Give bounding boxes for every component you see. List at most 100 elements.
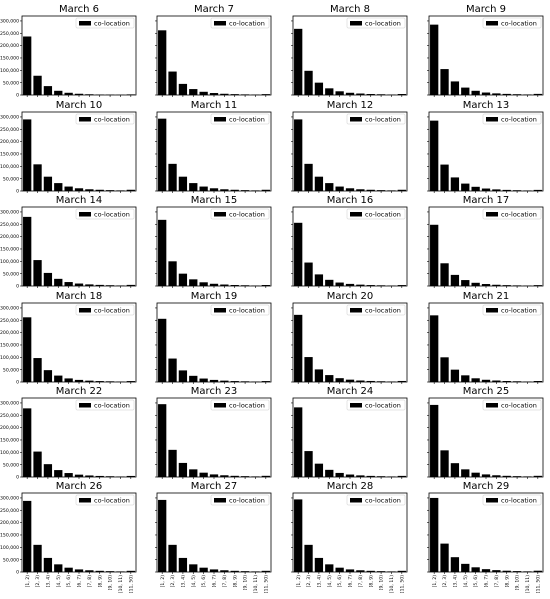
legend-swatch: [214, 498, 226, 503]
legend: co-location: [482, 208, 542, 220]
bar: [168, 163, 177, 191]
bar: [116, 190, 125, 191]
panel-title: March 11: [191, 100, 237, 111]
bar: [325, 88, 334, 95]
bar: [502, 189, 511, 191]
bar: [512, 476, 522, 477]
bar: [43, 464, 53, 477]
bar: [199, 282, 208, 286]
legend-label: co-location: [94, 306, 130, 314]
bar: [189, 375, 198, 382]
x-tick-label: [4, 5): [191, 575, 197, 588]
panel-title: March 26: [56, 481, 102, 492]
bar: [189, 564, 198, 572]
y-tick-label: 200,000: [0, 139, 19, 145]
panel-title: March 12: [327, 100, 373, 111]
bar: [481, 188, 491, 191]
panel-title: March 7: [194, 4, 234, 15]
y-tick-label: 300,000: [0, 19, 19, 25]
bar: [461, 183, 470, 191]
bar: [168, 358, 177, 382]
legend-swatch: [79, 117, 91, 122]
bar: [85, 570, 94, 572]
bar: [209, 569, 219, 572]
y-tick-label: 100,000: [0, 68, 19, 74]
bar: [220, 284, 229, 286]
legend-label: co-location: [365, 496, 401, 504]
legend-swatch: [79, 21, 91, 26]
bar: [43, 272, 53, 286]
bar: [533, 285, 542, 286]
bar: [512, 190, 522, 191]
panel-title: March 16: [327, 195, 373, 206]
legend-label: co-location: [501, 306, 537, 314]
bar: [481, 569, 491, 572]
bar: [397, 475, 406, 477]
y-tick-label: 50,000: [3, 176, 19, 182]
bar: [178, 462, 188, 477]
bar: [74, 283, 84, 286]
bar: [261, 285, 270, 286]
bar: [54, 278, 63, 286]
bar: [240, 94, 250, 95]
bar: [158, 404, 167, 477]
x-tick-label: [3, 4): [46, 575, 52, 588]
x-tick-label: [10, 11): [118, 575, 124, 593]
bar: [189, 279, 198, 286]
bar: [387, 476, 396, 477]
legend-label: co-location: [229, 306, 265, 314]
y-tick-label: 300,000: [0, 306, 19, 312]
bar: [74, 569, 84, 572]
bar: [178, 83, 188, 95]
bar: [356, 284, 365, 286]
legend: co-location: [482, 113, 542, 125]
bar: [450, 369, 460, 382]
bar: [397, 380, 406, 382]
bar: [387, 571, 396, 572]
legend: co-location: [75, 208, 135, 220]
panel-march-6: March 6 0 50,000 100,000 150,000 200,000 250,0…: [0, 4, 137, 99]
bar: [126, 189, 135, 191]
panel-march-22: March 22 0 50,000 100,000 150,000 200,000 250,…: [0, 386, 137, 481]
x-tick-label: [4, 5): [327, 575, 333, 588]
bar: [492, 380, 501, 382]
legend-label: co-location: [229, 401, 265, 409]
bar: [450, 463, 460, 477]
bar: [261, 475, 270, 477]
legend-label: co-location: [94, 115, 130, 123]
bar: [387, 190, 396, 191]
bar: [209, 283, 219, 286]
bar: [178, 370, 188, 382]
bar: [158, 318, 167, 382]
bar: [450, 81, 460, 95]
bar: [23, 408, 32, 477]
bar: [430, 120, 439, 191]
panel-march-25: March 25 co-location: [427, 386, 544, 479]
bar: [345, 379, 355, 382]
panel-title: March 15: [191, 195, 237, 206]
legend-label: co-location: [501, 19, 537, 27]
bar: [199, 378, 208, 382]
legend-label: co-location: [501, 496, 537, 504]
bar: [168, 71, 177, 95]
x-tick-label: [1, 2): [296, 575, 302, 588]
x-tick-label: [2, 3): [306, 575, 312, 588]
bar: [240, 381, 250, 382]
bar: [440, 263, 449, 286]
legend: co-location: [210, 17, 270, 29]
legend-label: co-location: [229, 496, 265, 504]
bar: [314, 463, 324, 477]
bar: [23, 216, 32, 286]
bar: [199, 567, 208, 572]
bar: [304, 544, 313, 572]
bar: [230, 570, 239, 572]
bar: [492, 284, 501, 286]
legend-swatch: [486, 308, 498, 313]
bar: [294, 119, 303, 191]
bar: [33, 451, 42, 477]
bar: [471, 90, 480, 95]
bar: [23, 119, 32, 191]
y-tick-label: 0: [16, 93, 19, 99]
panel-march-9: March 9 co-location: [427, 4, 544, 97]
bar: [512, 94, 522, 95]
